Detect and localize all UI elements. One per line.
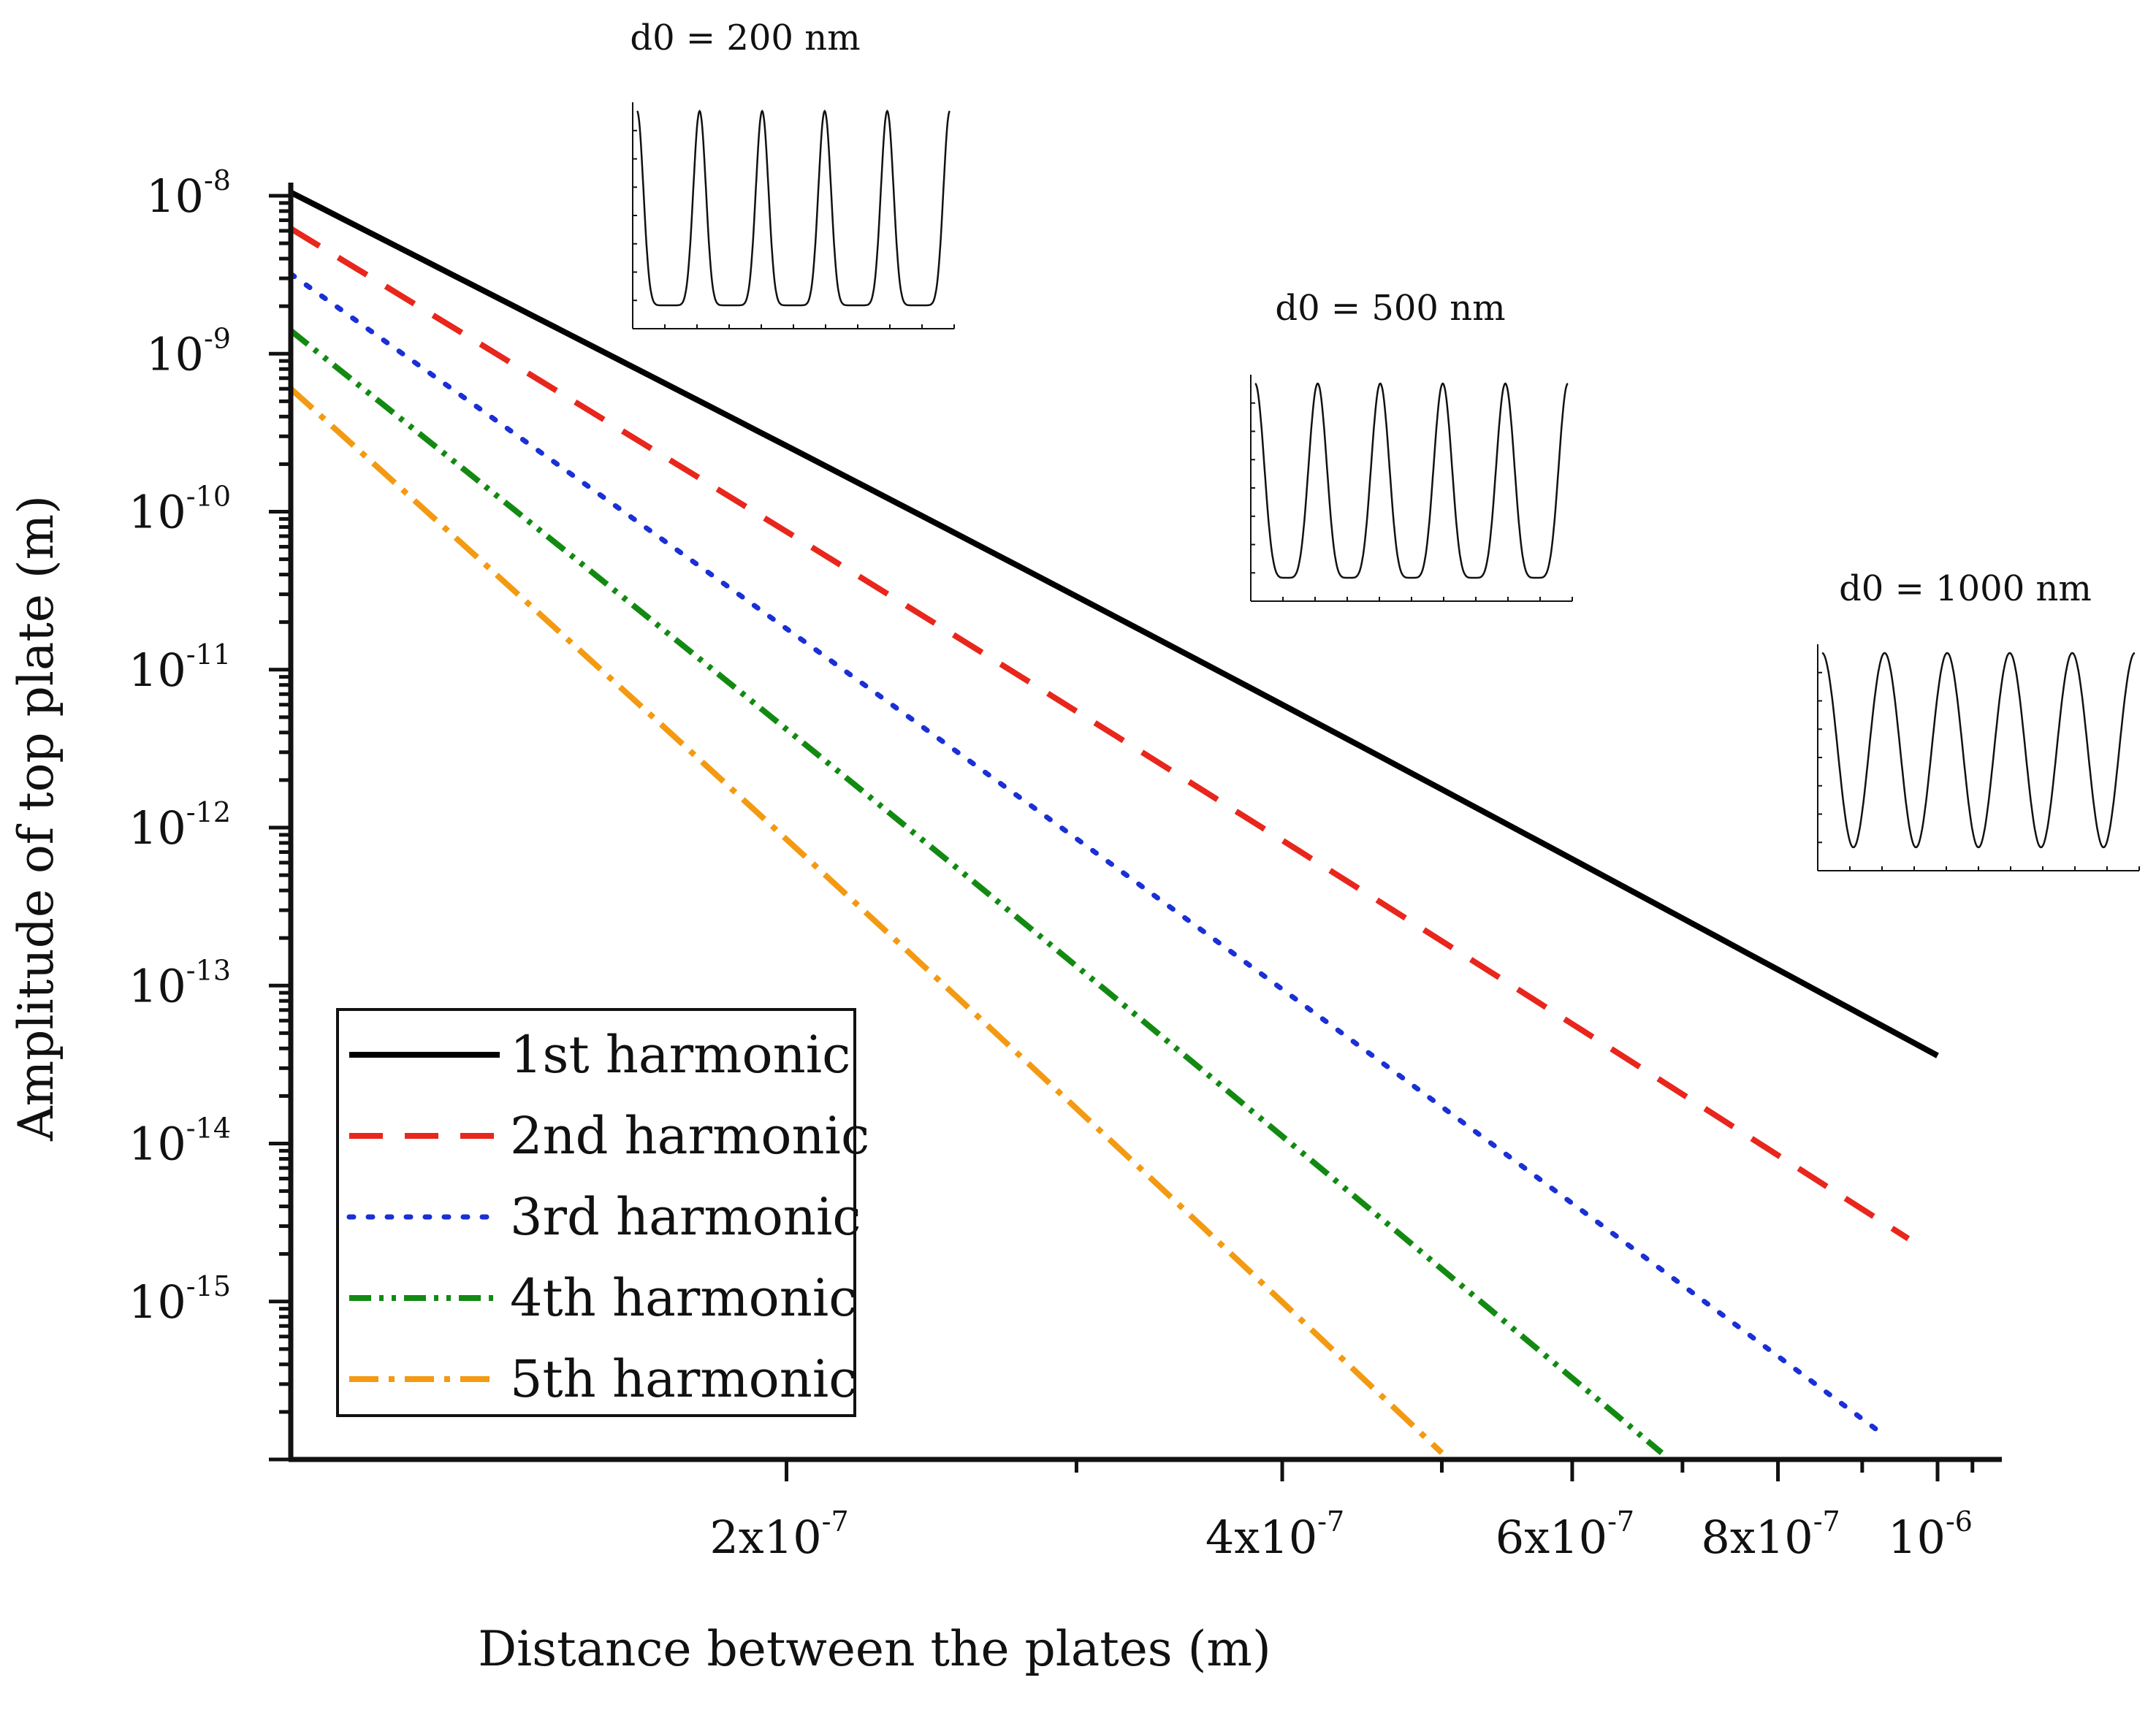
x-axis-ticks: 2x10-7 4x10-7 6x10-7 8x10-7 10-6	[709, 1459, 1975, 1564]
series-curves	[291, 189, 1939, 1456]
series-line-4	[291, 328, 1664, 1456]
legend-label-4: 4th harmonic	[510, 1268, 857, 1328]
x-tick-label: 4x10-7	[1205, 1505, 1344, 1564]
x-axis-title: Distance between the plates (m)	[478, 1621, 1271, 1677]
axes	[288, 183, 2002, 1462]
x-tick-label: 8x10-7	[1701, 1505, 1840, 1564]
legend-label-2: 2nd harmonic	[510, 1106, 869, 1166]
legend-label-3: 3rd harmonic	[510, 1187, 861, 1247]
insets: d0 = 200 nm d0 = 500 nm d0 = 1000 nm	[630, 18, 2140, 871]
inset-title: d0 = 200 nm	[630, 18, 860, 58]
y-axis-title: Amplitude of top plate (m)	[8, 495, 64, 1142]
legend-box	[336, 1008, 856, 1417]
y-tick-label: 10-15	[129, 1270, 231, 1329]
inset-3: d0 = 1000 nm	[1817, 568, 2140, 871]
legend-label-1: 1st harmonic	[510, 1025, 850, 1085]
legend: 1st harmonic 2nd harmonic 3rd harmonic 4th …	[336, 1008, 869, 1417]
series-line-2	[291, 226, 1911, 1242]
y-tick-label: 10-9	[146, 322, 231, 381]
y-tick-label: 10-12	[129, 796, 231, 855]
inset-title: d0 = 1000 nm	[1839, 568, 2092, 609]
y-tick-label: 10-10	[129, 481, 231, 539]
inset-waveform	[1821, 652, 2136, 849]
inset-title: d0 = 500 nm	[1275, 288, 1505, 329]
x-tick-label: 2x10-7	[709, 1505, 848, 1564]
y-tick-label: 10-14	[129, 1112, 231, 1171]
series-line-5	[291, 386, 1444, 1455]
inset-waveform	[636, 109, 951, 307]
legend-label-5: 5th harmonic	[510, 1349, 857, 1409]
series-line-3	[291, 271, 1889, 1439]
x-tick-label: 6x10-7	[1496, 1505, 1634, 1564]
inset-2: d0 = 500 nm	[1250, 288, 1573, 602]
inset-waveform	[1254, 382, 1569, 579]
y-axis-ticks: 10-8 10-9 10-10 10-11 10-12 10-13 10-14 10-15	[129, 164, 291, 1462]
y-tick-label: 10-11	[129, 638, 231, 697]
x-tick-label: 10-6	[1888, 1505, 1973, 1564]
inset-1: d0 = 200 nm	[630, 18, 955, 329]
series-line-1	[291, 189, 1939, 1058]
y-tick-label: 10-13	[129, 954, 231, 1012]
y-tick-label: 10-8	[146, 164, 231, 223]
